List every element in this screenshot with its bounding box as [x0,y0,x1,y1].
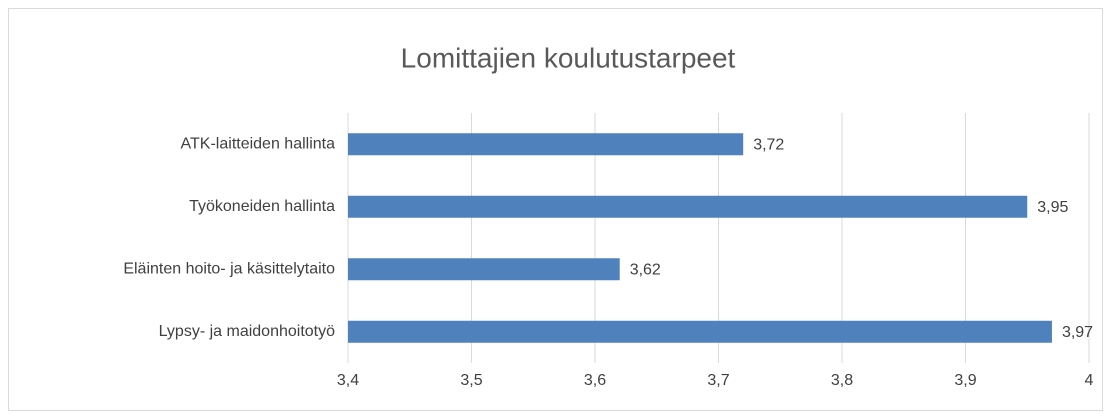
data-label: 3,62 [630,261,661,278]
data-label: 3,95 [1037,199,1068,216]
bar [348,258,620,281]
bar [348,195,1028,218]
bar [348,133,744,156]
x-tick-label: 3,7 [707,372,729,389]
x-tick-label: 4 [1085,372,1094,389]
y-tick-label: ATK-laitteiden hallinta [181,135,336,152]
x-tick-label: 3,8 [831,372,853,389]
chart-title: Lomittajien koulutustarpeet [401,42,736,73]
x-tick-label: 3,6 [584,372,606,389]
data-label: 3,97 [1062,324,1093,341]
y-tick-label: Työkoneiden hallinta [189,198,335,215]
x-tick-label: 3,5 [460,372,482,389]
bar [348,320,1052,343]
x-tick-label: 3,9 [954,372,976,389]
y-tick-label: Lypsy- ja maidonhoitotyö [159,323,335,340]
y-tick-label: Eläinten hoito- ja käsittelytaito [123,260,335,277]
x-tick-label: 3,4 [337,372,359,389]
data-label: 3,72 [753,136,784,153]
